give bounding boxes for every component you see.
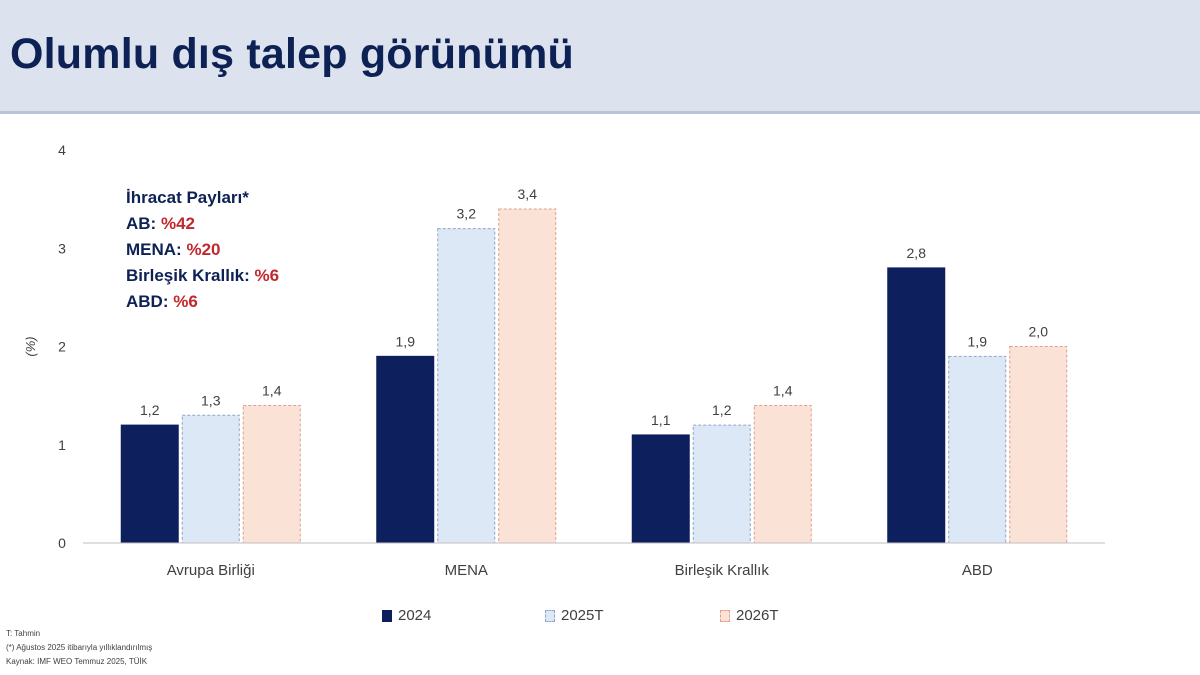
x-category-label: ABD — [962, 562, 993, 579]
export-share-row: AB: %42 — [126, 211, 279, 237]
bar-chart: 0 1 2 3 4 (%) 1,2 1,3 1,4 Avrupa Birliği 1,9 3,2 3,4… — [23, 142, 1105, 579]
legend-label: 2026T — [736, 607, 779, 624]
bar-2024-1 — [376, 355, 435, 544]
data-label: 2,0 — [1029, 324, 1049, 340]
bar-2024-3 — [887, 267, 946, 544]
export-share-row: MENA: %20 — [126, 237, 279, 263]
bar-2025t-0 — [181, 414, 240, 544]
bar-2025t-3 — [948, 355, 1007, 544]
footnote: Kaynak: IMF WEO Temmuz 2025, TÜİK — [6, 657, 148, 666]
export-share-value: %6 — [254, 266, 280, 285]
bar-2026t-0 — [242, 404, 301, 544]
page-title: Olumlu dış talep görünümü — [10, 30, 574, 78]
y-tick-label: 0 — [58, 535, 66, 551]
export-share-value: %6 — [173, 292, 198, 311]
data-label: 1,1 — [651, 412, 671, 428]
title-bar: Olumlu dış talep görünümü — [0, 0, 1200, 114]
chart-legend: 2024 2025T 2026T — [0, 607, 1200, 631]
legend-label: 2024 — [398, 607, 432, 624]
footnote: T: Tahmin — [6, 629, 41, 638]
legend-item-2024: 2024 — [382, 607, 431, 624]
y-tick-label: 4 — [58, 142, 66, 158]
export-share-label: MENA: — [126, 240, 187, 259]
data-label: 1,2 — [712, 402, 732, 418]
data-label: 2,8 — [907, 245, 927, 261]
y-tick-label: 3 — [58, 240, 66, 256]
legend-swatch — [545, 609, 555, 622]
data-label: 1,3 — [201, 392, 221, 408]
data-label: 3,2 — [457, 206, 477, 222]
data-label: 1,4 — [262, 382, 282, 398]
bar-2026t-1 — [498, 208, 557, 544]
bar-2025t-2 — [692, 424, 751, 544]
x-category-label: Avrupa Birliği — [167, 562, 255, 579]
legend-item-2026t: 2026T — [720, 607, 779, 624]
legend-label: 2025T — [561, 607, 604, 624]
footnote: (*) Ağustos 2025 itibarıyla yıllıklandır… — [6, 643, 153, 652]
legend-item-2025t: 2025T — [545, 607, 604, 624]
y-axis-label: (%) — [23, 336, 38, 356]
footnotes: T: Tahmin (*) Ağustos 2025 itibarıyla yı… — [6, 627, 152, 669]
y-tick-label: 2 — [58, 339, 66, 355]
export-share-label: ABD: — [126, 292, 174, 311]
export-shares-box: İhracat Payları* AB: %42 MENA: %20 Birle… — [126, 185, 279, 315]
export-shares-heading: İhracat Payları* — [126, 188, 249, 207]
legend-swatch — [382, 609, 392, 622]
bar-2024-2 — [631, 434, 690, 544]
y-tick-label: 1 — [58, 437, 66, 453]
bar-2025t-1 — [437, 228, 496, 544]
legend-swatch — [720, 609, 730, 622]
data-label: 1,9 — [968, 333, 988, 349]
data-label: 1,4 — [773, 382, 793, 398]
data-label: 1,9 — [396, 333, 416, 349]
export-share-label: Birleşik Krallık: — [126, 266, 255, 285]
export-share-row: Birleşik Krallık: %6 — [126, 263, 279, 289]
export-share-value: %20 — [186, 240, 221, 259]
export-share-label: AB: — [126, 214, 161, 233]
export-share-value: %42 — [160, 214, 195, 233]
x-category-label: MENA — [445, 562, 488, 579]
export-share-row: ABD: %6 — [126, 289, 279, 315]
bar-2026t-2 — [753, 404, 812, 544]
bar-2024-0 — [120, 424, 179, 544]
data-label: 3,4 — [518, 186, 538, 202]
x-category-label: Birleşik Krallık — [675, 562, 770, 579]
bar-2026t-3 — [1009, 346, 1068, 544]
data-label: 1,2 — [140, 402, 160, 418]
